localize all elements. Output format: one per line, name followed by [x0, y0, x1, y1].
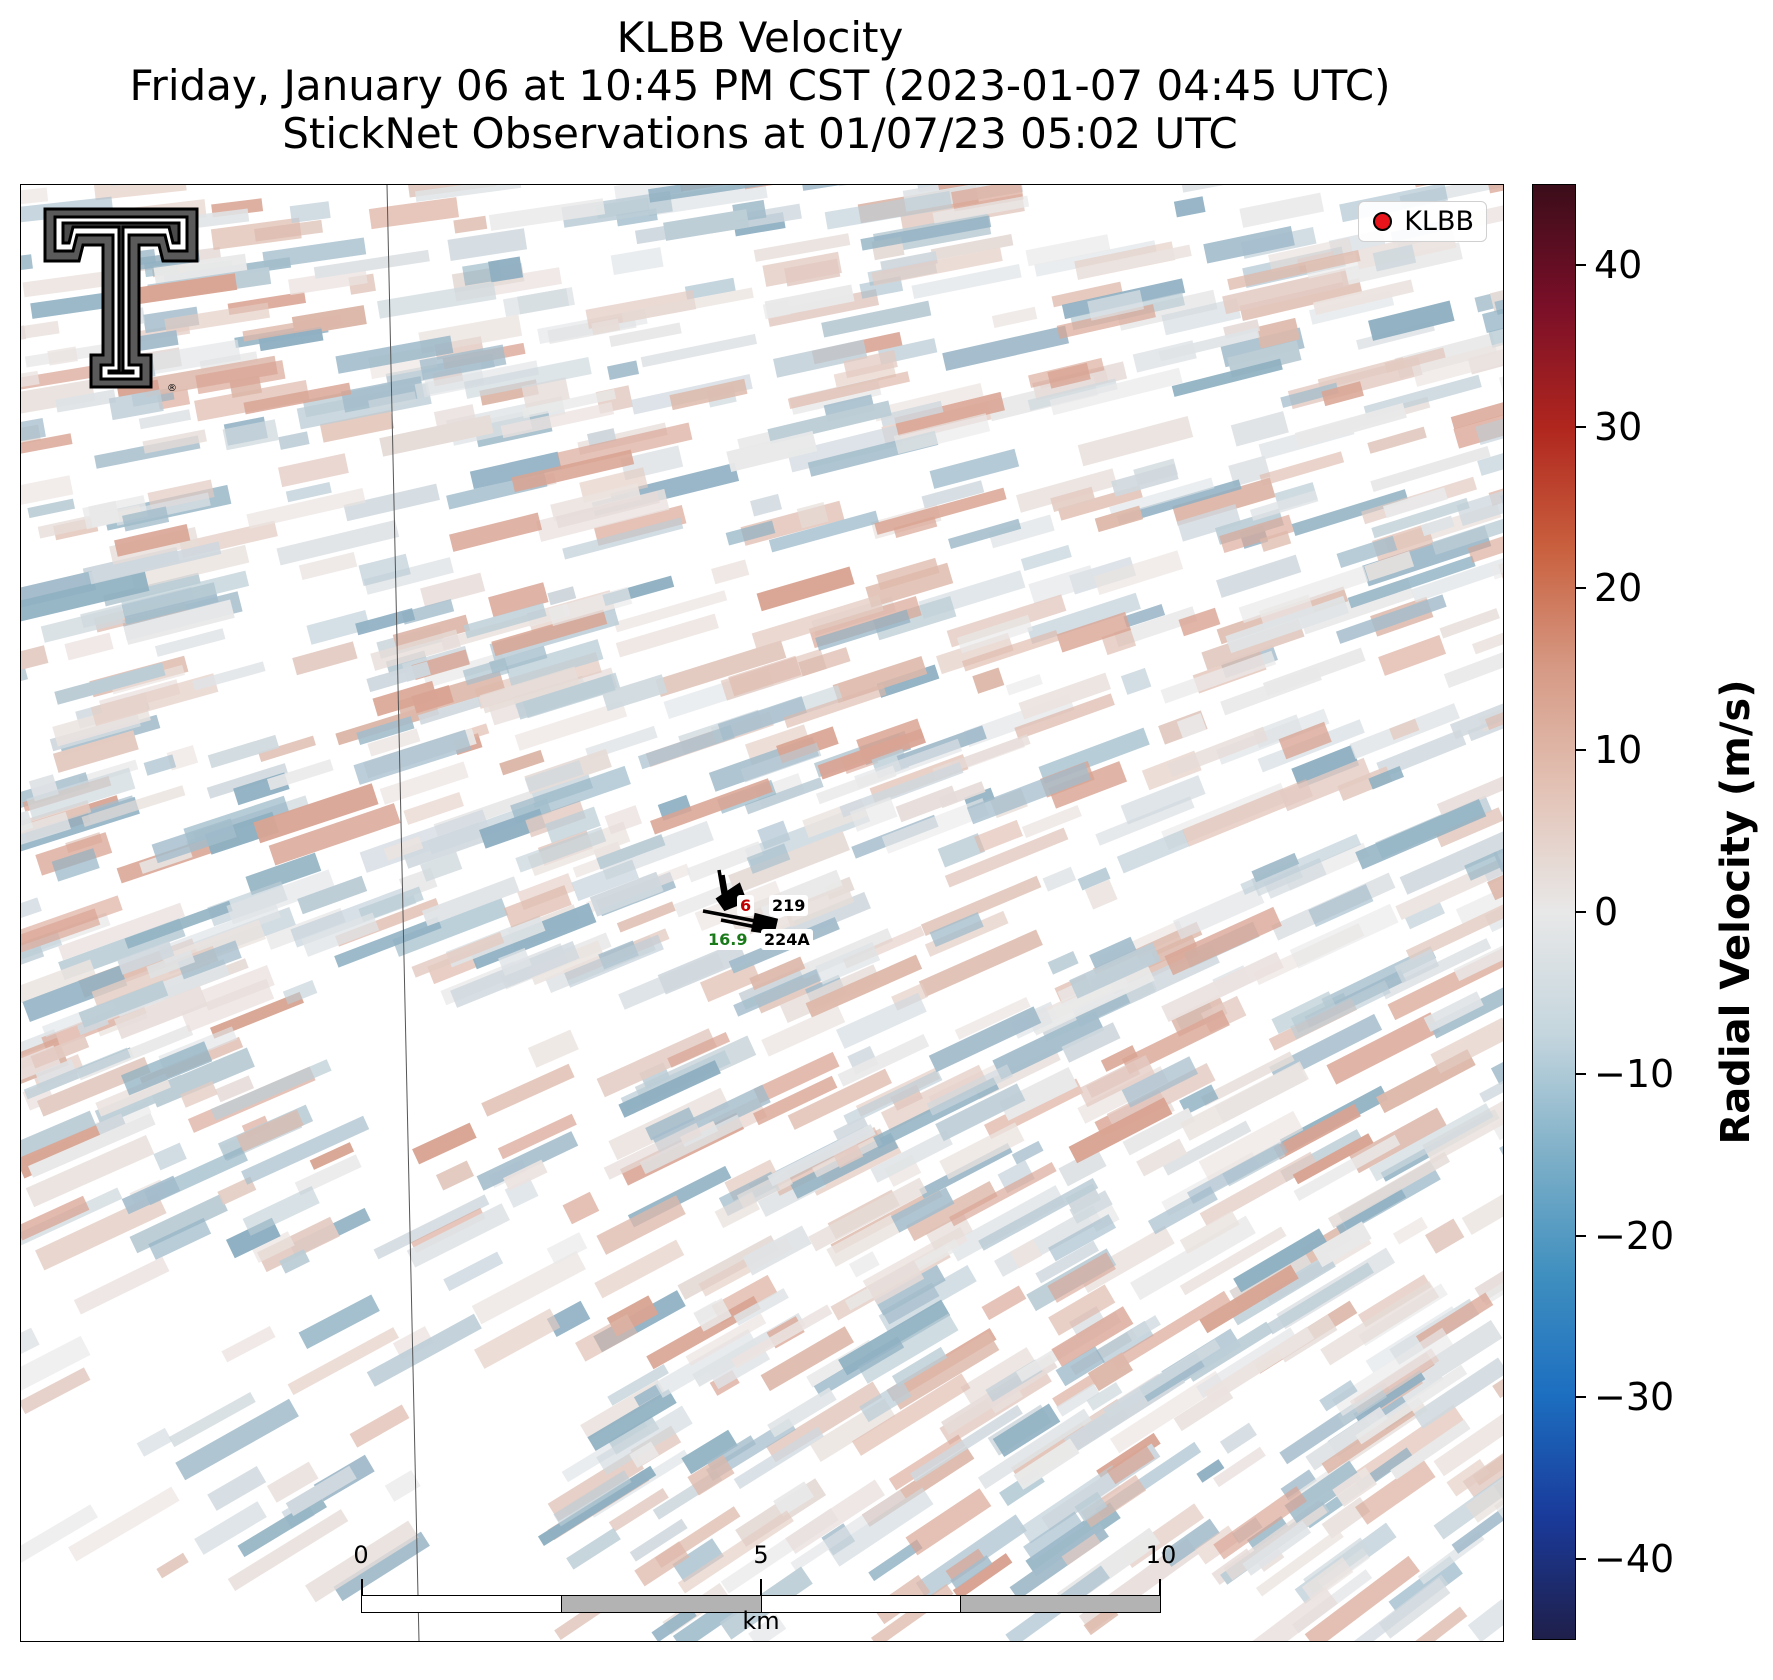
colorbar-tick-label: 10: [1594, 728, 1643, 773]
scale-tick-label: 10: [1145, 1541, 1177, 1569]
title-observation-time: StickNet Observations at 01/07/23 05:02 …: [282, 109, 1238, 158]
colorbar-tick: [1576, 1072, 1586, 1075]
scale-tick: [760, 1579, 762, 1597]
colorbar-tick: [1576, 587, 1586, 590]
station-id: 219: [769, 895, 809, 916]
scale-segment: [760, 1596, 961, 1612]
scale-segments: [361, 1595, 1161, 1613]
colorbar-tick: [1576, 1234, 1586, 1237]
colorbar-tick: [1576, 749, 1586, 752]
klbb-marker-icon: [1373, 212, 1393, 231]
colorbar-tick: [1576, 1396, 1586, 1399]
scale-tick: [1159, 1579, 1161, 1597]
scale-tick: [361, 1579, 363, 1597]
colorbar-tick-label: −20: [1594, 1213, 1675, 1258]
legend-label: KLBB: [1404, 206, 1474, 237]
scale-bar: 0 5 10 km: [353, 1521, 1176, 1641]
colorbar-tick-label: 0: [1594, 890, 1619, 934]
title-radar-product: KLBB Velocity: [616, 13, 904, 62]
colorbar-tick-label: −10: [1594, 1051, 1675, 1096]
colorbar-tick-label: −30: [1594, 1375, 1675, 1420]
colorbar-tick-label: −40: [1594, 1537, 1675, 1582]
scale-tick-label: 5: [753, 1541, 769, 1569]
colorbar-tick: [1576, 911, 1586, 913]
station-value: 16.9: [705, 929, 751, 950]
scale-segment: [560, 1596, 761, 1612]
scale-tick-label: 0: [353, 1541, 369, 1569]
colorbar: [1532, 184, 1576, 1640]
figure-title: KLBB Velocity Friday, January 06 at 10:4…: [0, 14, 1520, 158]
station-value: 6: [737, 895, 755, 916]
colorbar-tick-label: 40: [1594, 242, 1643, 287]
colorbar-tick-label: 30: [1594, 404, 1643, 449]
radar-velocity-field: [21, 185, 1503, 1641]
scale-segment: [960, 1596, 1160, 1612]
scale-segment: [362, 1596, 561, 1612]
colorbar-tick: [1576, 1558, 1586, 1561]
scale-unit: km: [742, 1607, 780, 1635]
colorbar-tick: [1576, 263, 1586, 266]
map-legend: KLBB: [1358, 201, 1487, 242]
station-id: 224A: [761, 929, 813, 950]
svg-text:®: ®: [167, 383, 177, 394]
colorbar-tick-label: 20: [1594, 566, 1643, 611]
county-boundary: [386, 185, 420, 1641]
texas-tech-logo-icon: ®: [43, 207, 199, 394]
map-panel[interactable]: ® KLBB 6 219 16.9 224A 0 5 10 km: [20, 184, 1504, 1642]
sticknet-wind-barbs: [702, 869, 779, 935]
colorbar-title: Radial Velocity (m/s): [1713, 679, 1759, 1145]
title-local-time: Friday, January 06 at 10:45 PM CST (2023…: [129, 61, 1391, 110]
colorbar-tick: [1576, 425, 1586, 428]
